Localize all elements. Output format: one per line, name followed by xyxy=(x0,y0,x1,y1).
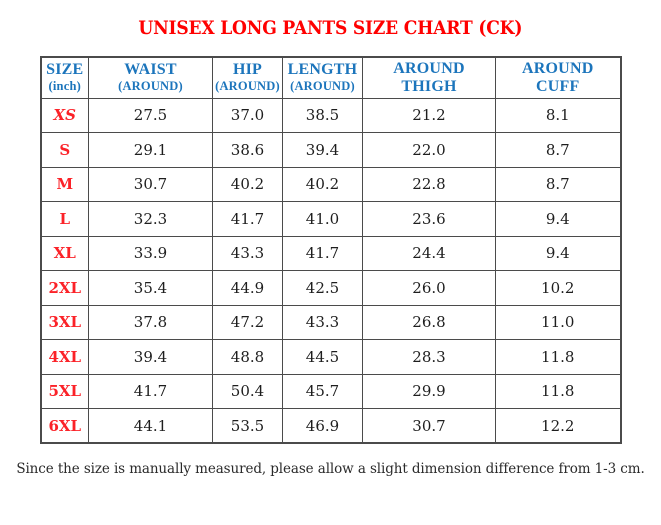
header-line1: AROUND xyxy=(522,59,594,77)
table-row: 6XL 44.1 53.5 46.9 30.7 12.2 xyxy=(40,408,621,444)
measurement-cell-around_cuff: 8.7 xyxy=(495,132,621,168)
measurement-cell-around_thigh: 21.2 xyxy=(362,97,496,133)
table-row: 5XL 41.7 50.4 45.7 29.9 11.8 xyxy=(40,373,621,409)
measurement-cell-length: 41.0 xyxy=(282,201,363,237)
measurement-cell-around_cuff: 10.2 xyxy=(495,270,621,306)
measurement-cell-waist: 39.4 xyxy=(88,339,213,375)
size-label: 4XL xyxy=(40,339,89,375)
measurement-cell-waist: 35.4 xyxy=(88,270,213,306)
header-row: SIZE (inch) WAIST (AROUND) HIP (AROUND) LENGTH… xyxy=(40,56,621,99)
column-header-around_cuff: AROUND CUFF xyxy=(495,56,621,99)
measurement-cell-around_thigh: 24.4 xyxy=(362,235,496,271)
measurement-cell-length: 44.5 xyxy=(282,339,363,375)
size-label: 2XL xyxy=(40,270,89,306)
table-body: XS 27.5 37.0 38.5 21.2 8.1 S 29.1 38.6 39.4 22.0 8.… xyxy=(40,97,621,444)
measurement-cell-around_cuff: 12.2 xyxy=(495,408,621,444)
measurement-cell-around_cuff: 9.4 xyxy=(495,235,621,271)
measurement-cell-around_cuff: 11.0 xyxy=(495,304,621,340)
size-label: M xyxy=(40,166,89,202)
measurement-cell-around_cuff: 8.1 xyxy=(495,97,621,133)
header-line2: (AROUND) xyxy=(118,79,183,94)
measurement-cell-hip: 40.2 xyxy=(212,166,283,202)
size-label: XS xyxy=(40,97,89,133)
measurement-cell-hip: 50.4 xyxy=(212,373,283,409)
measurement-cell-length: 45.7 xyxy=(282,373,363,409)
measurement-cell-around_cuff: 9.4 xyxy=(495,201,621,237)
size-label: L xyxy=(40,201,89,237)
measurement-cell-around_thigh: 26.8 xyxy=(362,304,496,340)
measurement-cell-length: 39.4 xyxy=(282,132,363,168)
size-label: 3XL xyxy=(40,304,89,340)
column-header-around_thigh: AROUND THIGH xyxy=(362,56,496,99)
size-label: XL xyxy=(40,235,89,271)
column-header-hip: HIP (AROUND) xyxy=(212,56,283,99)
measurement-cell-around_cuff: 11.8 xyxy=(495,339,621,375)
table-row: XS 27.5 37.0 38.5 21.2 8.1 xyxy=(40,97,621,133)
measurement-cell-waist: 44.1 xyxy=(88,408,213,444)
measurement-cell-hip: 43.3 xyxy=(212,235,283,271)
table-row: S 29.1 38.6 39.4 22.0 8.7 xyxy=(40,132,621,168)
measurement-cell-waist: 30.7 xyxy=(88,166,213,202)
measurement-cell-around_thigh: 26.0 xyxy=(362,270,496,306)
measurement-cell-length: 46.9 xyxy=(282,408,363,444)
size-label: S xyxy=(40,132,89,168)
measurement-cell-waist: 41.7 xyxy=(88,373,213,409)
measurement-cell-length: 38.5 xyxy=(282,97,363,133)
page-title: UNISEX LONG PANTS SIZE CHART (CK) xyxy=(0,15,661,42)
measurement-cell-waist: 29.1 xyxy=(88,132,213,168)
table-header: SIZE (inch) WAIST (AROUND) HIP (AROUND) LENGTH… xyxy=(40,56,621,99)
table-row: M 30.7 40.2 40.2 22.8 8.7 xyxy=(40,166,621,202)
header-line2: (AROUND) xyxy=(215,79,280,94)
column-header-size: SIZE (inch) xyxy=(40,56,89,99)
header-line1: SIZE xyxy=(46,61,84,79)
measurement-cell-hip: 48.8 xyxy=(212,339,283,375)
table-row: 2XL 35.4 44.9 42.5 26.0 10.2 xyxy=(40,270,621,306)
measurement-cell-hip: 38.6 xyxy=(212,132,283,168)
measurement-cell-waist: 27.5 xyxy=(88,97,213,133)
measurement-cell-waist: 37.8 xyxy=(88,304,213,340)
measurement-cell-around_cuff: 8.7 xyxy=(495,166,621,202)
column-header-waist: WAIST (AROUND) xyxy=(88,56,213,99)
table-row: XL 33.9 43.3 41.7 24.4 9.4 xyxy=(40,235,621,271)
measurement-cell-around_thigh: 28.3 xyxy=(362,339,496,375)
measurement-cell-around_thigh: 23.6 xyxy=(362,201,496,237)
table-row: 4XL 39.4 48.8 44.5 28.3 11.8 xyxy=(40,339,621,375)
measurement-cell-around_thigh: 30.7 xyxy=(362,408,496,444)
size-label: 5XL xyxy=(40,373,89,409)
measurement-cell-waist: 32.3 xyxy=(88,201,213,237)
table-row: L 32.3 41.7 41.0 23.6 9.4 xyxy=(40,201,621,237)
page-title-text: UNISEX LONG PANTS SIZE CHART (CK) xyxy=(138,17,523,39)
measurement-cell-hip: 37.0 xyxy=(212,97,283,133)
measurement-cell-hip: 41.7 xyxy=(212,201,283,237)
footer-note: Since the size is manually measured, ple… xyxy=(16,461,645,477)
measurement-cell-hip: 44.9 xyxy=(212,270,283,306)
header-line2: THIGH xyxy=(401,77,457,95)
measurement-cell-length: 42.5 xyxy=(282,270,363,306)
header-line2: (inch) xyxy=(48,79,81,94)
header-line1: WAIST xyxy=(124,61,177,79)
table-row: 3XL 37.8 47.2 43.3 26.8 11.0 xyxy=(40,304,621,340)
measurement-cell-waist: 33.9 xyxy=(88,235,213,271)
header-line2: (AROUND) xyxy=(290,79,355,94)
header-line1: AROUND xyxy=(393,59,465,77)
size-chart-table: SIZE (inch) WAIST (AROUND) HIP (AROUND) LENGTH… xyxy=(39,56,622,444)
measurement-cell-hip: 53.5 xyxy=(212,408,283,444)
measurement-cell-length: 43.3 xyxy=(282,304,363,340)
measurement-cell-length: 41.7 xyxy=(282,235,363,271)
measurement-cell-around_thigh: 29.9 xyxy=(362,373,496,409)
size-chart-page: UNISEX LONG PANTS SIZE CHART (CK) SIZE (i… xyxy=(0,15,661,525)
header-line2: CUFF xyxy=(536,77,580,95)
measurement-cell-around_thigh: 22.0 xyxy=(362,132,496,168)
size-label: 6XL xyxy=(40,408,89,444)
header-line1: LENGTH xyxy=(287,61,358,79)
measurement-cell-around_thigh: 22.8 xyxy=(362,166,496,202)
measurement-cell-length: 40.2 xyxy=(282,166,363,202)
measurement-cell-around_cuff: 11.8 xyxy=(495,373,621,409)
column-header-length: LENGTH (AROUND) xyxy=(282,56,363,99)
measurement-cell-hip: 47.2 xyxy=(212,304,283,340)
header-line1: HIP xyxy=(232,61,263,79)
